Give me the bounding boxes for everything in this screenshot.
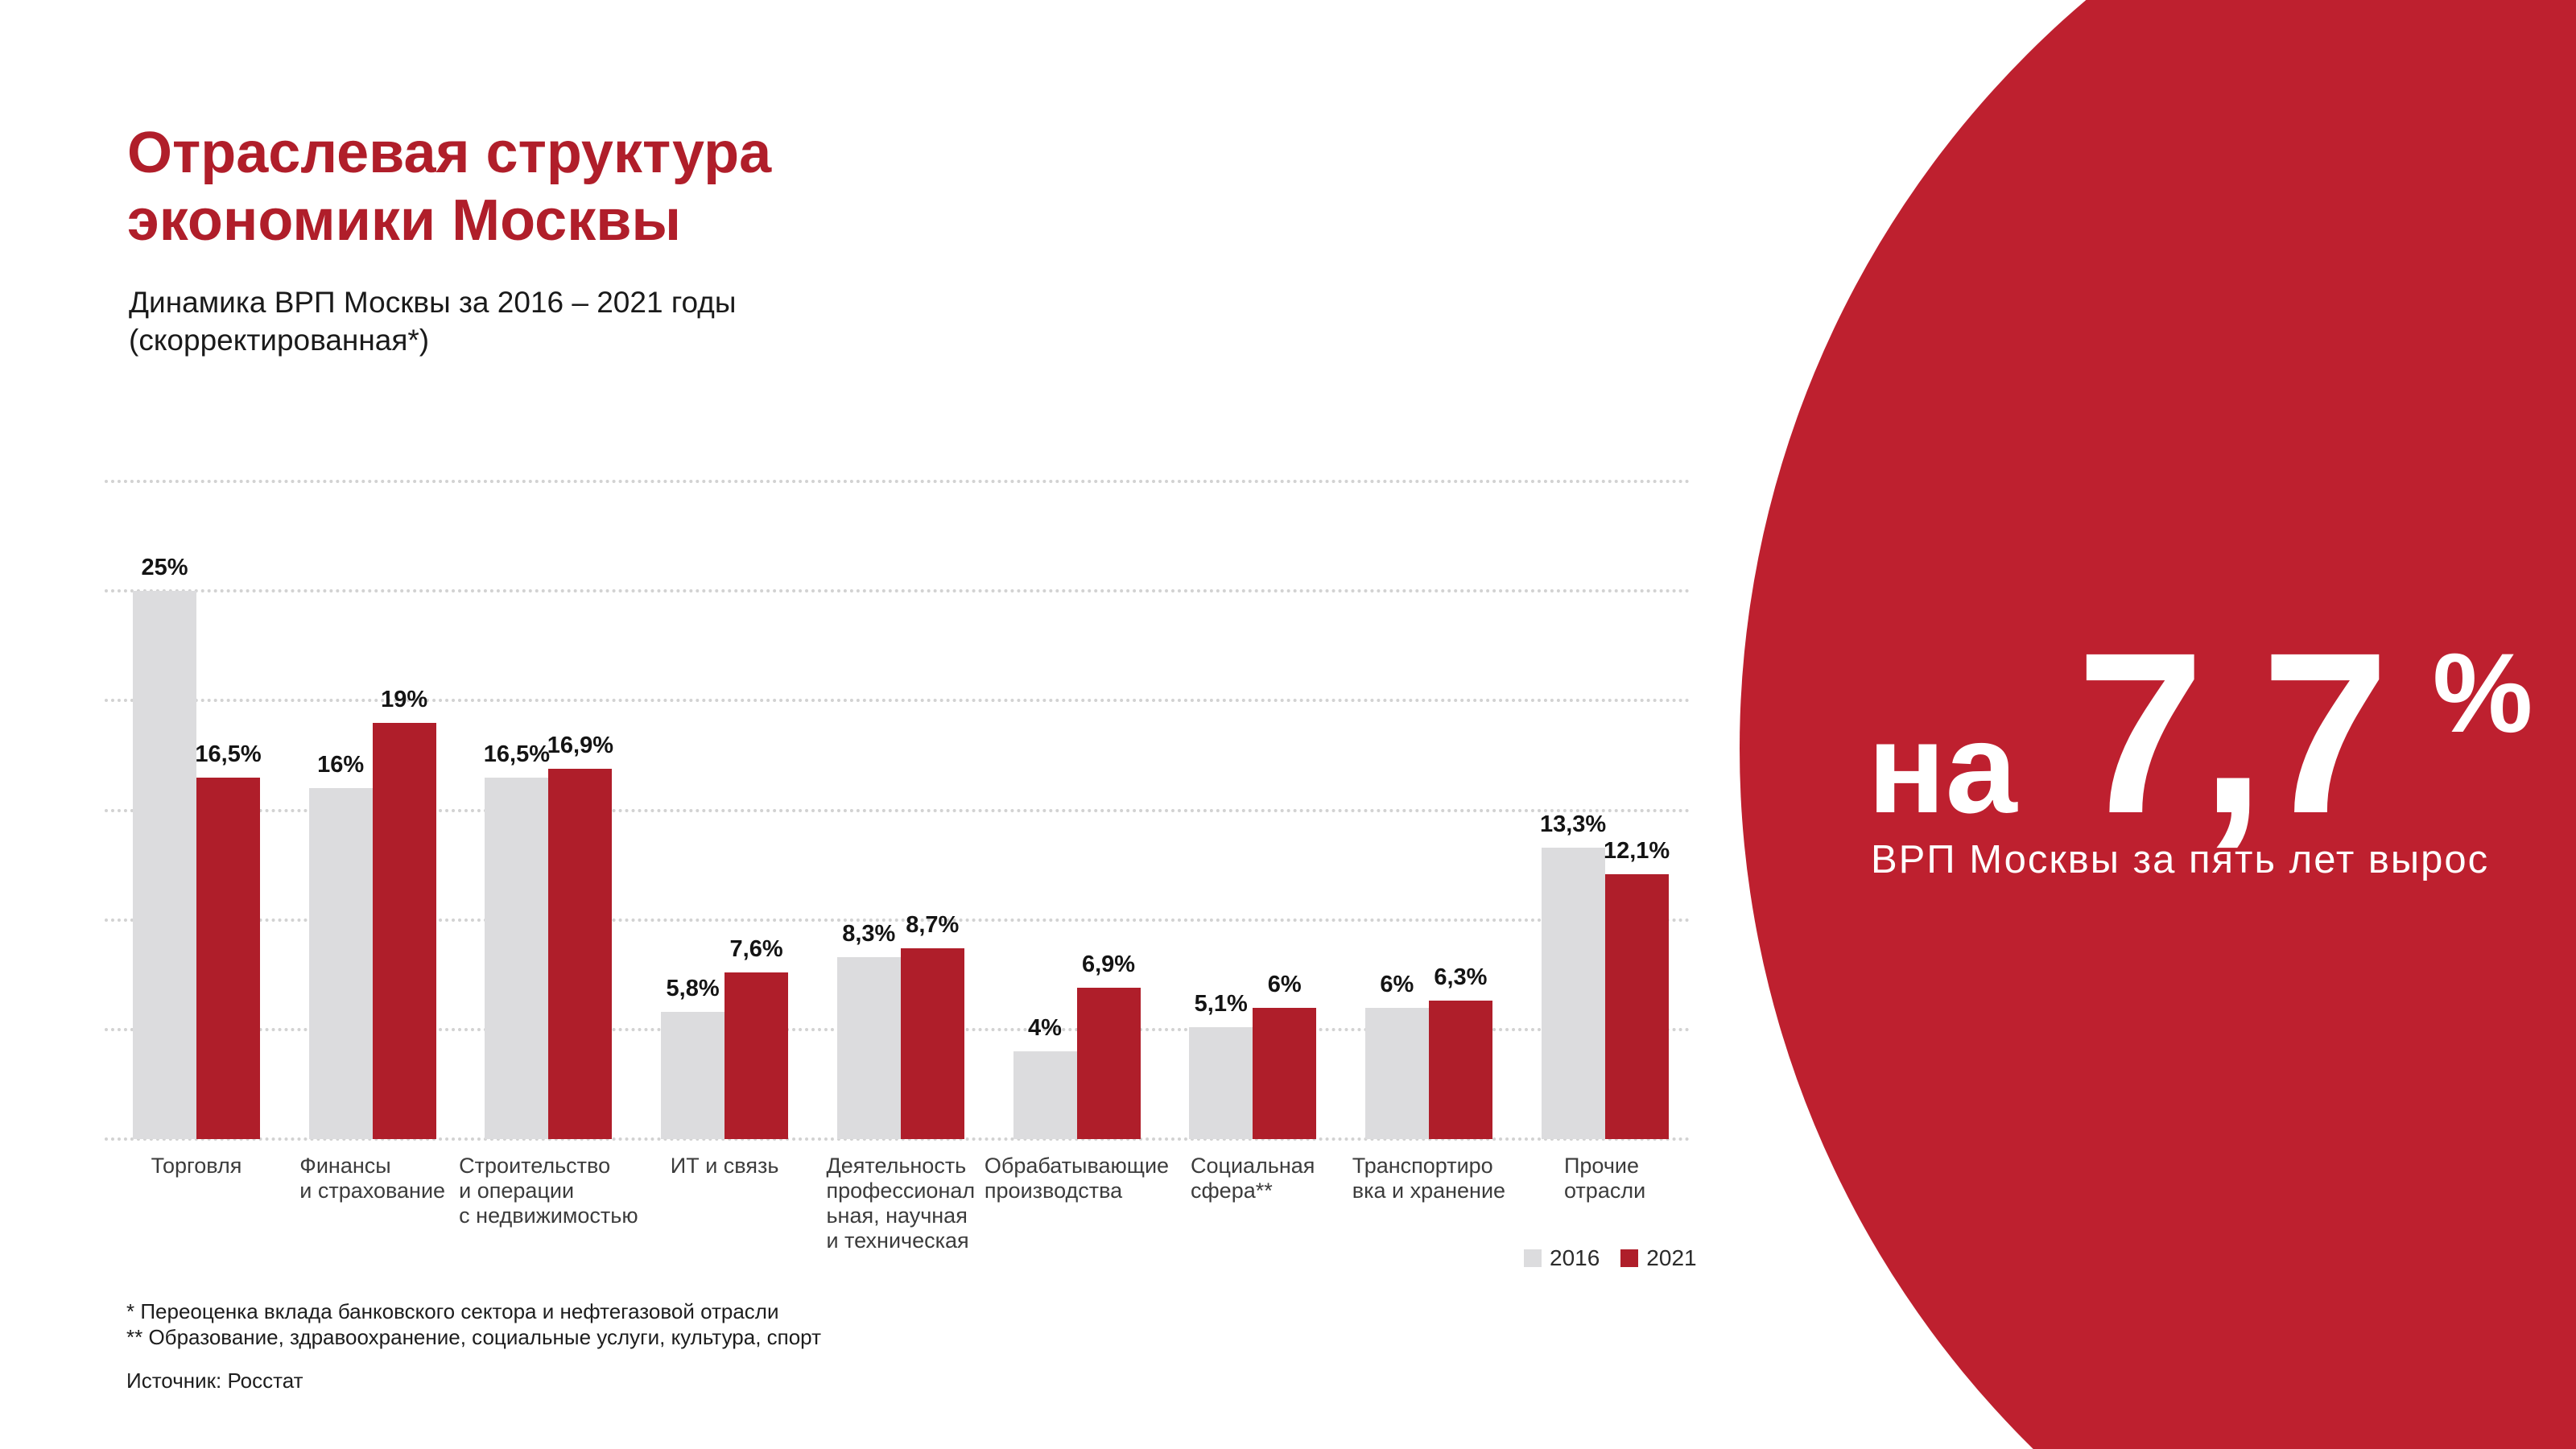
value-label-2021: 6,9% [1081,952,1136,978]
bar-2021 [372,722,436,1139]
footnote-1: * Переоценка вклада банковского сектора … [126,1299,779,1323]
bar-group-1: 25% 16,5% Торговля [133,481,262,1178]
category-label: Финансы и страхование [299,1154,446,1203]
bar-2016 [1541,847,1605,1139]
bar-2016 [485,777,549,1139]
bar-group-3: 16,5% 16,9% Строительство и операции с нед… [459,481,638,1228]
bar-2021 [1076,988,1141,1139]
category-label: Обрабатывающие производства [984,1154,1170,1203]
value-label-2021: 16,5% [195,741,262,767]
gridline-20pct [105,699,1690,703]
highlight-number: 7,7 [2076,605,2389,861]
value-label-2021: 6% [1267,971,1302,997]
bar-chart: 25% 16,5% Торговля 16% 19% Финансы и страхова… [105,480,1690,1253]
highlight-prefix: на [1868,696,2017,840]
value-label-2016: 8,3% [842,921,896,947]
page-subtitle: Динамика ВРП Москвы за 2016 – 2021 годы … [129,286,737,357]
value-label-2016: 16,5% [483,741,551,767]
bar-2016 [308,788,373,1139]
bar-2021 [1253,1007,1317,1139]
bar-2021 [1428,1001,1492,1139]
value-label-2021: 8,7% [906,912,960,939]
bar-2021 [900,948,964,1139]
highlight-caption: ВРП Москвы за пять лет вырос [1871,838,2490,881]
bar-group-9: 13,3% 12,1% Прочие отрасли [1539,481,1670,1203]
value-label-2016: 5,1% [1194,991,1248,1018]
bar-2016 [1013,1051,1077,1139]
bar-group-6: 4% 6,9% Обрабатывающие производства [985,481,1169,1203]
legend-swatch-2016 [1524,1249,1542,1267]
bar-group-8: 6% 6,3% Транспортиро вка и хранение [1352,481,1505,1203]
gridline-15pct [105,808,1690,812]
gridline-30pct [105,480,1690,484]
gridline-25pct [105,589,1690,593]
footnotes: * Переоценка вклада банковского сектора … [126,1298,821,1350]
value-label-2021: 16,9% [547,732,614,758]
value-label-2016: 4% [1028,1015,1062,1042]
bar-2016 [1364,1007,1429,1139]
value-label-2021: 6,3% [1434,964,1488,991]
category-label: Прочие отрасли [1564,1154,1646,1203]
bar-2016 [1189,1027,1253,1139]
gridline-10pct [105,918,1690,922]
category-label: Социальная сфера** [1190,1154,1315,1203]
category-label: Строительство и операции с недвижимостью [459,1154,638,1228]
bar-group-4: 5,8% 7,6% ИТ и связь [661,481,789,1178]
category-label: ИТ и связь [670,1154,779,1178]
category-label: Торговля [151,1154,242,1178]
bar-group-5: 8,3% 8,7% Деятельность профессионал ьная, … [826,481,975,1253]
value-label-2021: 12,1% [1603,837,1670,864]
value-label-2016: 25% [141,555,188,581]
legend: 2016 2021 [1524,1245,1697,1271]
category-label: Транспортиро вка и хранение [1352,1154,1506,1203]
value-label-2016: 13,3% [1539,811,1607,837]
bar-2016 [836,957,901,1139]
percent-sign: % [2432,630,2533,756]
bar-2016 [133,591,196,1139]
value-label-2016: 16% [317,752,365,778]
legend-swatch-2021 [1620,1249,1639,1267]
bar-2021 [724,972,789,1139]
source-note: Источник: Росстат [126,1368,303,1393]
bar-2016 [661,1012,725,1139]
value-label-2016: 6% [1380,971,1414,997]
bar-group-7: 5,1% 6% Социальная сфера** [1189,481,1317,1203]
value-label-2021: 7,6% [729,936,783,963]
value-label-2016: 5,8% [666,976,720,1002]
legend-label-2016: 2016 [1550,1245,1600,1270]
highlight-value: на 7,7 % [1868,602,2533,866]
gridline-0pct [105,1137,1690,1141]
bar-2021 [196,777,260,1139]
legend-label-2021: 2021 [1646,1245,1697,1270]
category-label: Деятельность профессионал ьная, научная … [826,1154,976,1253]
legend-item-2016: 2016 [1524,1245,1600,1271]
legend-item-2021: 2021 [1620,1245,1697,1271]
bar-group-2: 16% 19% Финансы и страхование [299,481,445,1203]
value-label-2021: 19% [381,686,428,712]
bar-2021 [1604,873,1669,1139]
page-title: Отраслевая структура экономики Москвы [127,121,772,253]
bar-2021 [548,768,613,1139]
footnote-2: ** Образование, здравоохранение, социаль… [126,1325,821,1349]
